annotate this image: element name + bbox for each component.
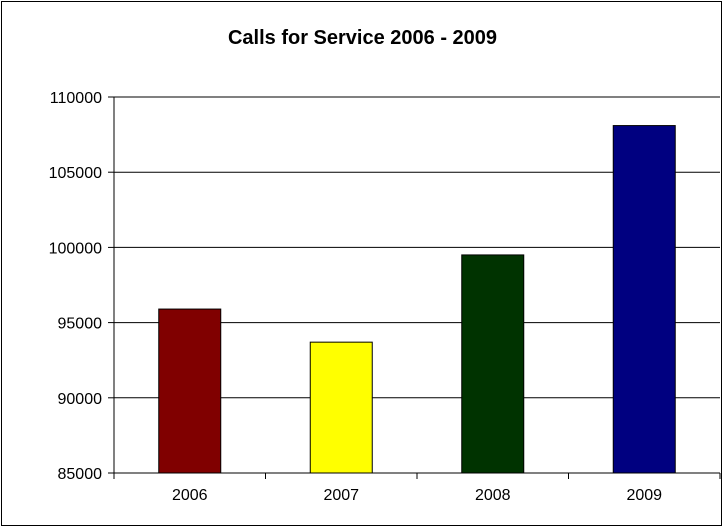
x-tick-label: 2006 [172, 487, 208, 504]
y-tick-label: 95000 [58, 316, 103, 333]
y-tick-label: 90000 [58, 391, 103, 408]
axes [108, 96, 721, 479]
bar-2007 [309, 341, 373, 474]
bar-2006 [158, 308, 222, 474]
tick-labels: 85000 90000 95000 100000 105000 110000 2006 200… [49, 90, 663, 504]
y-tick-label: 105000 [49, 165, 102, 182]
x-tick-label: 2008 [475, 487, 511, 504]
bar-2008 [461, 254, 525, 474]
y-tick-label: 85000 [58, 466, 103, 483]
chart-title: Calls for Service 2006 - 2009 [227, 27, 498, 49]
y-tick-label: 100000 [49, 240, 102, 257]
bar-2009 [612, 125, 676, 474]
x-tick-label: 2009 [626, 487, 662, 504]
x-tick-label: 2007 [323, 487, 359, 504]
bars [158, 125, 676, 474]
y-tick-label: 110000 [50, 90, 102, 107]
